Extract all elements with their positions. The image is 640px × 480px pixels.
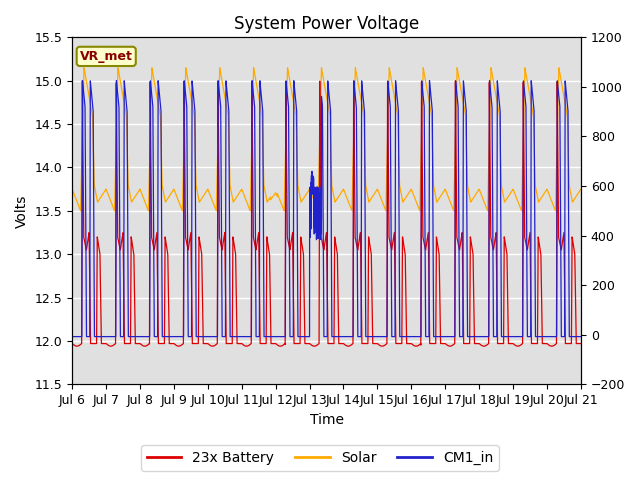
23x Battery [433,234,440,240]
Solar [309,194,317,200]
23x Battery [68,341,76,347]
X-axis label: Time: Time [310,413,344,427]
Line: 23x Battery: 23x Battery [72,81,581,346]
Solar [376,192,384,198]
CM1_in [309,174,317,180]
Line: Solar: Solar [72,68,581,211]
CM1_in [544,334,552,339]
Solar [395,154,403,159]
Solar [195,197,203,203]
23x Battery [79,78,86,84]
23x Battery [577,341,585,347]
Solar [544,189,552,194]
CM1_in [395,171,403,177]
23x Battery [376,343,384,348]
Solar [68,186,76,192]
23x Battery [195,240,203,245]
CM1_in [577,334,585,339]
23x Battery [309,343,317,349]
Title: System Power Voltage: System Power Voltage [234,15,419,33]
CM1_in [68,334,76,339]
Text: VR_met: VR_met [80,50,132,63]
CM1_in [433,334,440,339]
23x Battery [544,341,552,347]
Solar [433,198,440,204]
Line: CM1_in: CM1_in [72,81,581,336]
CM1_in [195,334,203,339]
Solar [250,65,257,71]
Y-axis label: Volts: Volts [15,194,29,228]
Solar [577,186,585,192]
23x Battery [243,343,250,349]
Solar [552,208,559,214]
Legend: 23x Battery, Solar, CM1_in: 23x Battery, Solar, CM1_in [141,445,499,471]
CM1_in [376,334,384,339]
CM1_in [248,78,256,84]
23x Battery [395,341,403,347]
